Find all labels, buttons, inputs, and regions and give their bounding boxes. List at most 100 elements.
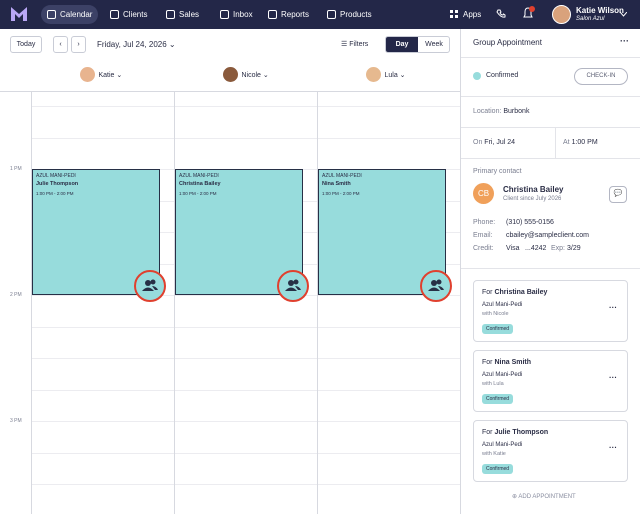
slot-line xyxy=(31,453,460,454)
staff-avatar xyxy=(365,67,381,82)
today-button[interactable]: Today xyxy=(10,36,42,53)
nav-label: Clients xyxy=(123,10,148,19)
card-service: Azul Mani-Pedi xyxy=(482,372,523,378)
appointment-card[interactable]: For Nina Smith ··· Azul Mani-Pedi with Lula… xyxy=(473,350,628,412)
time-label: 1 PM xyxy=(10,166,22,172)
client: Christina Bailey xyxy=(179,181,221,187)
date-picker[interactable]: Friday, Jul 24, 2026 ⌄ xyxy=(97,40,176,49)
time: 1:00 PM - 2:00 PM xyxy=(36,191,74,196)
column-divider xyxy=(317,92,318,514)
slot-line xyxy=(31,295,460,296)
card-client: Nina Smith xyxy=(494,359,532,366)
client: Julie Thompson xyxy=(36,181,79,187)
week-view[interactable]: Week xyxy=(425,41,443,48)
day-view[interactable]: Day xyxy=(386,37,418,52)
for-label: For xyxy=(482,429,493,436)
time-label: 2 PM xyxy=(10,292,22,298)
nav-item[interactable]: Products xyxy=(321,5,378,24)
divider xyxy=(461,96,640,97)
group-icon[interactable] xyxy=(277,270,309,302)
time: 1:00 PM xyxy=(571,139,598,146)
prev-button[interactable]: ‹ xyxy=(53,36,68,53)
email-label: Email: xyxy=(473,232,493,239)
nav-item[interactable]: Calendar xyxy=(41,5,99,24)
card-title: For Nina Smith xyxy=(482,359,531,366)
contact-name[interactable]: Christina Bailey xyxy=(503,185,564,194)
nav-item[interactable]: Sales xyxy=(160,5,205,24)
status-badge: Confirmed xyxy=(482,324,514,334)
staff-name[interactable]: Lula ⌄ xyxy=(384,72,406,79)
business-name: Salon Azul xyxy=(576,16,605,22)
panel-title: Group Appointment xyxy=(473,38,542,47)
nav-item[interactable]: Reports xyxy=(262,5,315,24)
card-client: Christina Bailey xyxy=(494,289,548,296)
message-button[interactable]: 💬 xyxy=(609,186,627,203)
card-service: Azul Mani-Pedi xyxy=(482,302,523,308)
staff-avatar xyxy=(79,67,95,82)
nav-label: Calendar xyxy=(60,10,93,19)
user-avatar[interactable] xyxy=(552,5,571,24)
phone: (310) 555-0156 xyxy=(506,219,554,226)
apps[interactable]: Apps xyxy=(444,5,487,24)
phone-label: Phone: xyxy=(473,219,496,226)
staff-name[interactable]: Nicole ⌄ xyxy=(241,72,269,79)
filters-text: Filters xyxy=(349,41,369,48)
contact-since: Client since July 2026 xyxy=(503,196,562,202)
add-appointment[interactable]: ⊕ ADD APPOINTMENT xyxy=(512,494,576,500)
slot-line xyxy=(31,390,460,391)
nav-item[interactable]: Inbox xyxy=(214,5,259,24)
date-label: On xyxy=(473,139,483,146)
divider xyxy=(461,127,640,128)
staff-avatar xyxy=(222,67,238,82)
group-icon[interactable] xyxy=(134,270,166,302)
nav-label: Sales xyxy=(179,10,200,19)
filters[interactable]: ☰ Filters xyxy=(341,41,369,48)
credit-label: Credit: xyxy=(473,245,494,252)
service: AZUL MANI-PEDI xyxy=(322,173,362,179)
card-staff: with Lula xyxy=(482,381,504,387)
exp-label: Exp: xyxy=(551,245,566,252)
time: 1:00 PM - 2:00 PM xyxy=(179,191,217,196)
status: Confirmed xyxy=(486,72,519,79)
slot-line xyxy=(31,484,460,485)
staff-name[interactable]: Katie ⌄ xyxy=(98,72,123,79)
card-number: ...4242 xyxy=(525,245,547,252)
card-staff: with Nicole xyxy=(482,311,509,317)
chevron[interactable] xyxy=(620,12,627,17)
card-menu[interactable]: ··· xyxy=(609,443,617,452)
card-title: For Christina Bailey xyxy=(482,289,547,296)
check-in-button[interactable]: CHECK-IN xyxy=(574,68,628,85)
group-icon[interactable] xyxy=(420,270,452,302)
time-label: At xyxy=(563,139,570,146)
appointment-card[interactable]: For Christina Bailey ··· Azul Mani-Pedi wit… xyxy=(473,280,628,342)
client: Nina Smith xyxy=(322,181,351,187)
card: Visa xyxy=(506,245,520,252)
divider xyxy=(555,128,556,158)
phone-icon[interactable] xyxy=(496,9,506,19)
status-dot xyxy=(473,72,481,80)
nav-item[interactable]: Clients xyxy=(104,5,153,24)
card-menu[interactable]: ··· xyxy=(609,373,617,382)
time: 1:00 PM - 2:00 PM xyxy=(322,191,360,196)
time-label: 3 PM xyxy=(10,418,22,424)
bell-icon[interactable] xyxy=(522,6,536,20)
for-label: For xyxy=(482,289,493,296)
header-divider xyxy=(0,91,460,92)
card-menu[interactable]: ··· xyxy=(609,303,617,312)
contact-heading: Primary contact xyxy=(473,168,522,175)
divider xyxy=(461,158,640,159)
appointment-card[interactable]: For Julie Thompson ··· Azul Mani-Pedi with … xyxy=(473,420,628,482)
slot-line xyxy=(31,327,460,328)
slot-line xyxy=(31,106,460,107)
column-divider xyxy=(174,92,175,514)
next-button[interactable]: › xyxy=(71,36,86,53)
column-divider xyxy=(31,92,32,514)
card-staff: with Katie xyxy=(482,451,506,457)
panel-menu[interactable]: ··· xyxy=(620,36,629,46)
card-client: Julie Thompson xyxy=(494,429,549,436)
card-title: For Julie Thompson xyxy=(482,429,548,436)
service: AZUL MANI-PEDI xyxy=(36,173,76,179)
panel-divider xyxy=(460,29,461,514)
nav-label: Reports xyxy=(281,10,310,19)
view-toggle: Day Week xyxy=(385,36,450,53)
